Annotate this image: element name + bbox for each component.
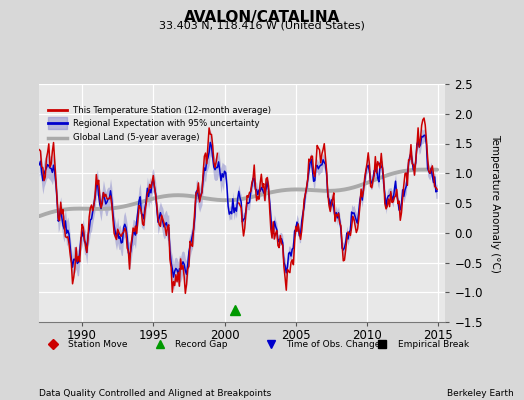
Text: This Temperature Station (12-month average): This Temperature Station (12-month avera… bbox=[73, 106, 271, 115]
Text: AVALON/CATALINA: AVALON/CATALINA bbox=[184, 10, 340, 25]
Text: Record Gap: Record Gap bbox=[175, 340, 227, 349]
Text: 33.403 N, 118.416 W (United States): 33.403 N, 118.416 W (United States) bbox=[159, 21, 365, 31]
Text: Regional Expectation with 95% uncertainty: Regional Expectation with 95% uncertaint… bbox=[73, 118, 260, 128]
Text: Data Quality Controlled and Aligned at Breakpoints: Data Quality Controlled and Aligned at B… bbox=[39, 389, 271, 398]
Text: Berkeley Earth: Berkeley Earth bbox=[447, 389, 514, 398]
Text: Global Land (5-year average): Global Land (5-year average) bbox=[73, 133, 200, 142]
Text: Time of Obs. Change: Time of Obs. Change bbox=[287, 340, 381, 349]
Text: Station Move: Station Move bbox=[68, 340, 128, 349]
Y-axis label: Temperature Anomaly (°C): Temperature Anomaly (°C) bbox=[489, 134, 499, 272]
Text: Empirical Break: Empirical Break bbox=[398, 340, 469, 349]
